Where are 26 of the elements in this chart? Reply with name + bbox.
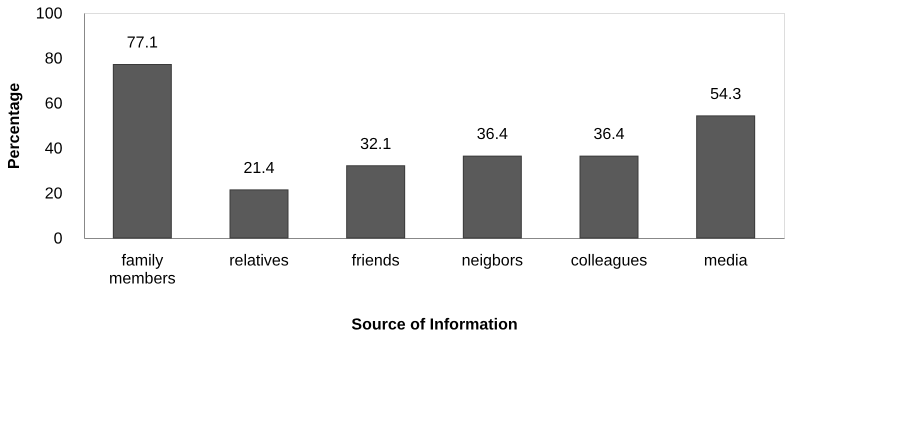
bar bbox=[462, 156, 522, 238]
bar bbox=[580, 156, 638, 238]
y-tick-label: 40 bbox=[44, 140, 63, 158]
bar bbox=[346, 165, 406, 238]
y-tick-label: 80 bbox=[44, 50, 63, 68]
y-axis-title: Percentage bbox=[6, 82, 23, 170]
data-label: 32.1 bbox=[360, 136, 392, 153]
x-tick-label: friends bbox=[352, 252, 400, 270]
data-label: 36.4 bbox=[476, 126, 508, 144]
y-tick-label: 20 bbox=[44, 186, 63, 202]
data-label: 21.4 bbox=[243, 160, 275, 177]
x-axis-title: Source of Information bbox=[351, 316, 518, 334]
data-label: 77.1 bbox=[126, 34, 158, 52]
x-tick-label: media bbox=[704, 252, 748, 270]
data-label: 36.4 bbox=[593, 126, 625, 144]
data-label: 54.3 bbox=[710, 86, 742, 103]
x-tick-label: family members bbox=[108, 252, 176, 288]
x-tick-label: colleagues bbox=[570, 252, 648, 270]
y-tick-label: 0 bbox=[54, 230, 63, 248]
y-tick-label: 60 bbox=[44, 96, 63, 112]
bar bbox=[230, 189, 288, 238]
bar bbox=[112, 64, 172, 238]
y-tick-label: 100 bbox=[36, 6, 63, 22]
x-tick-label: relatives bbox=[229, 252, 289, 270]
x-tick-label: neigbors bbox=[462, 252, 524, 270]
bar bbox=[696, 115, 756, 238]
